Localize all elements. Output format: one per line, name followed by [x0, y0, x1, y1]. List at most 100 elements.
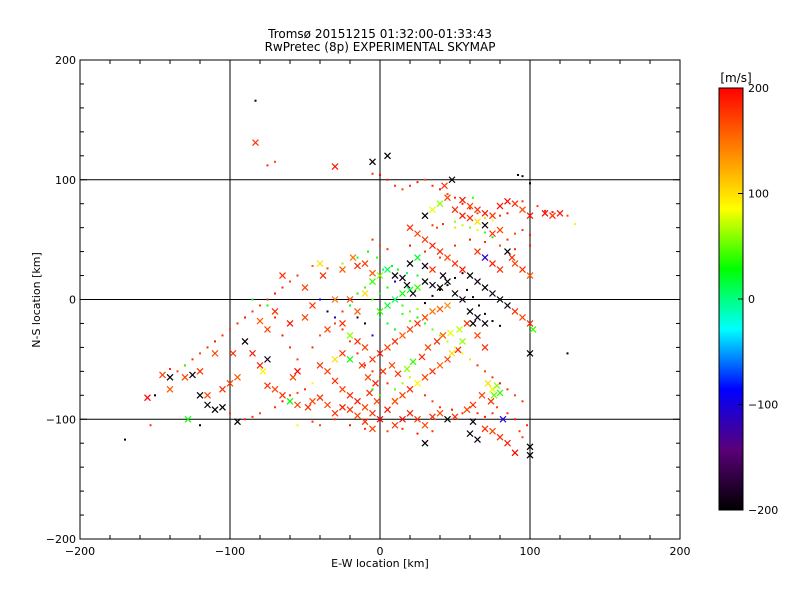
dot-marker — [176, 370, 179, 373]
x-marker — [481, 425, 489, 433]
x-marker — [496, 226, 504, 234]
x-marker-stroke — [466, 430, 474, 438]
x-marker — [196, 367, 204, 375]
dot-marker — [356, 352, 359, 355]
x-marker — [481, 221, 489, 229]
x-marker-stroke — [444, 254, 451, 262]
x-marker-stroke — [549, 212, 556, 220]
x-marker-stroke — [354, 262, 361, 270]
x-tick-label: −200 — [65, 545, 95, 558]
x-marker — [459, 266, 466, 273]
x-marker — [541, 209, 549, 217]
x-marker-stroke — [490, 391, 498, 399]
x-marker-stroke — [384, 152, 391, 160]
x-marker-stroke — [219, 385, 226, 393]
x-marker-stroke — [252, 139, 259, 147]
dot-marker — [431, 224, 434, 227]
x-marker-stroke — [316, 394, 324, 402]
x-marker — [504, 302, 511, 309]
dot-marker — [484, 217, 486, 220]
x-marker-stroke — [496, 266, 504, 273]
x-marker — [466, 202, 474, 210]
dot-marker — [214, 340, 216, 343]
colorbar-unit-label: [m/s] — [720, 71, 751, 85]
x-marker-stroke — [369, 409, 376, 417]
dot-marker — [251, 415, 254, 418]
dot-marker — [371, 298, 374, 301]
x-marker-stroke — [519, 206, 526, 214]
x-marker-stroke — [361, 418, 369, 426]
x-marker — [481, 343, 489, 351]
x-marker-stroke — [354, 337, 361, 345]
x-marker-stroke — [469, 320, 477, 327]
dot-marker — [484, 241, 486, 244]
x-marker-stroke — [403, 365, 411, 373]
x-marker — [331, 377, 339, 385]
dot-marker — [334, 322, 336, 325]
dot-marker — [491, 376, 494, 379]
x-marker-stroke — [504, 248, 511, 256]
x-marker — [354, 412, 361, 420]
x-marker — [466, 308, 474, 315]
x-marker-stroke — [481, 425, 489, 433]
x-marker-stroke — [496, 296, 504, 303]
x-marker-stroke — [166, 385, 174, 393]
x-marker-stroke — [373, 397, 381, 405]
x-marker-stroke — [399, 391, 406, 399]
dot-marker — [229, 412, 231, 415]
dot-marker — [506, 412, 509, 415]
y-tick-label: −200 — [46, 533, 76, 546]
x-marker-stroke — [459, 212, 466, 220]
x-marker — [429, 367, 436, 375]
dot-marker — [506, 388, 509, 391]
x-marker — [394, 370, 402, 378]
dot-marker — [409, 376, 411, 379]
x-marker — [271, 308, 279, 315]
x-marker-stroke — [474, 314, 481, 321]
x-marker-stroke — [466, 308, 474, 315]
x-marker-stroke — [463, 320, 471, 327]
x-marker-stroke — [372, 379, 379, 387]
x-marker — [289, 373, 297, 381]
dot-marker — [461, 352, 464, 355]
x-marker — [369, 355, 376, 363]
x-marker — [339, 385, 346, 393]
dot-marker — [356, 256, 359, 259]
dot-marker — [409, 184, 411, 187]
dot-marker — [394, 388, 396, 391]
x-marker — [406, 260, 414, 267]
x-marker — [181, 373, 189, 381]
dot-marker — [439, 188, 441, 191]
x-marker-stroke — [489, 212, 496, 220]
x-marker-stroke — [361, 260, 369, 267]
dot-marker — [499, 382, 501, 385]
dot-marker — [266, 298, 269, 301]
x-marker — [286, 320, 294, 327]
x-marker-stroke — [196, 367, 204, 375]
dot-marker — [251, 298, 254, 301]
x-marker-stroke — [406, 260, 414, 267]
x-marker — [433, 337, 441, 345]
x-marker — [444, 194, 451, 202]
dot-marker — [371, 334, 374, 337]
dot-marker — [476, 229, 479, 232]
dot-marker — [199, 352, 201, 355]
x-marker — [474, 436, 481, 444]
x-marker — [309, 302, 316, 309]
x-marker-stroke — [361, 343, 369, 351]
dot-marker — [266, 304, 269, 307]
x-marker — [511, 200, 519, 208]
x-marker — [204, 401, 211, 409]
x-marker — [429, 242, 436, 250]
dot-marker — [379, 316, 381, 319]
axis-ticks — [79, 59, 681, 540]
x-marker-stroke — [256, 361, 264, 369]
x-marker-stroke — [331, 163, 339, 171]
x-marker — [489, 385, 496, 393]
x-marker — [406, 224, 414, 232]
x-marker-stroke — [369, 158, 376, 166]
y-tick-labels: −200 −100 0 100 200 — [46, 54, 76, 546]
x-marker — [429, 281, 436, 289]
dot-marker — [521, 229, 524, 232]
x-marker — [399, 415, 406, 423]
